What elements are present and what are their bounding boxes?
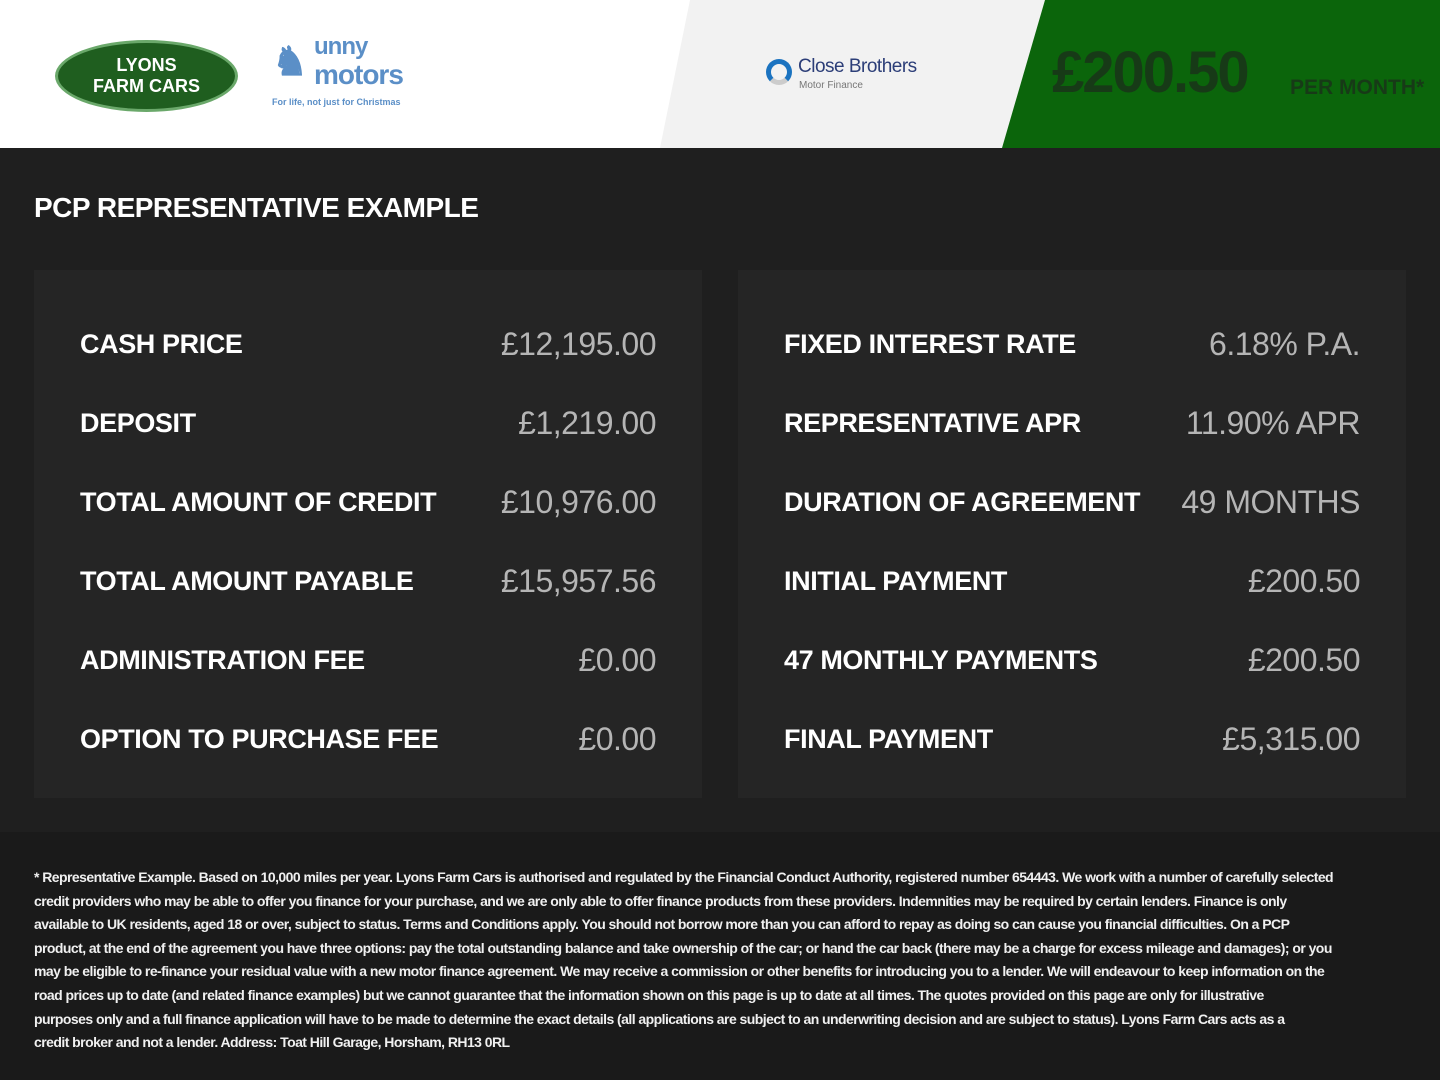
lender-sub: Motor Finance xyxy=(799,80,863,91)
row-value: £15,957.56 xyxy=(500,562,657,599)
row-value: £200.50 xyxy=(1247,562,1361,599)
finance-panel-left: CASH PRICE £12,195.00 DEPOSIT £1,219.00 TOTA… xyxy=(34,270,702,798)
finance-row: DEPOSIT £1,219.00 xyxy=(80,403,656,443)
logo-tagline: For life, not just for Christmas xyxy=(272,97,401,107)
monthly-price: £200.50 xyxy=(1052,40,1250,105)
finance-row: FINAL PAYMENT £5,315.00 xyxy=(784,719,1360,759)
bunny-icon: ♞ xyxy=(272,40,308,84)
row-label: REPRESENTATIVE APR xyxy=(784,407,1081,438)
finance-row: OPTION TO PURCHASE FEE £0.00 xyxy=(80,719,656,759)
row-label: TOTAL AMOUNT OF CREDIT xyxy=(80,486,437,517)
row-label: DEPOSIT xyxy=(80,407,196,438)
row-label: 47 MONTHLY PAYMENTS xyxy=(784,644,1098,675)
row-label: FIXED INTEREST RATE xyxy=(784,328,1076,359)
header-banner: LYONS FARM CARS ♞ unny motors For life, … xyxy=(0,0,1440,148)
finance-row: INITIAL PAYMENT £200.50 xyxy=(784,561,1361,601)
row-value: £10,976.00 xyxy=(500,483,657,520)
row-value: 6.18% P.A. xyxy=(1209,325,1360,362)
finance-row: CASH PRICE £12,195.00 xyxy=(80,324,657,364)
row-label: TOTAL AMOUNT PAYABLE xyxy=(80,565,414,596)
finance-row: FIXED INTEREST RATE 6.18% P.A. xyxy=(784,324,1360,364)
finance-row: REPRESENTATIVE APR 11.90% APR xyxy=(784,403,1361,443)
finance-row: ADMINISTRATION FEE £0.00 xyxy=(80,640,656,680)
disclaimer-line: purposes only and a full finance applica… xyxy=(34,1010,1285,1027)
green-band xyxy=(1002,0,1440,148)
row-label: OPTION TO PURCHASE FEE xyxy=(80,723,439,754)
finance-panel-right: FIXED INTEREST RATE 6.18% P.A. REPRESENTAT… xyxy=(738,270,1406,798)
close-brothers-icon xyxy=(766,59,792,85)
logo-text: FARM CARS xyxy=(93,76,200,96)
row-value: £5,315.00 xyxy=(1222,720,1360,757)
row-value: £1,219.00 xyxy=(518,404,656,441)
logo-text: motors xyxy=(314,59,404,90)
row-label: ADMINISTRATION FEE xyxy=(80,644,365,675)
lender-name: Close Brothers xyxy=(798,56,917,77)
row-label: FINAL PAYMENT xyxy=(784,723,993,754)
finance-row: TOTAL AMOUNT OF CREDIT £10,976.00 xyxy=(80,482,657,522)
disclaimer-line: available to UK residents, aged 18 or ov… xyxy=(34,916,1290,933)
per-month-label: PER MONTH* xyxy=(1290,76,1425,99)
row-value: £12,195.00 xyxy=(500,325,657,362)
row-label: INITIAL PAYMENT xyxy=(784,565,1008,596)
logo-text: unny xyxy=(314,33,368,60)
logo-text: LYONS xyxy=(116,55,177,75)
disclaimer-footer: * Representative Example. Based on 10,00… xyxy=(0,832,1440,1080)
finance-row: 47 MONTHLY PAYMENTS £200.50 xyxy=(784,640,1361,680)
disclaimer-line: * Representative Example. Based on 10,00… xyxy=(34,869,1334,885)
page-title: PCP REPRESENTATIVE EXAMPLE xyxy=(34,192,479,223)
gray-band xyxy=(660,0,1045,148)
row-value: £0.00 xyxy=(578,720,656,757)
row-label: CASH PRICE xyxy=(80,328,243,359)
disclaimer-line: product, at the end of the agreement you… xyxy=(34,939,1332,956)
row-value: £200.50 xyxy=(1247,641,1361,678)
row-label: DURATION OF AGREEMENT xyxy=(784,486,1141,517)
disclaimer-line: credit providers who may be able to offe… xyxy=(34,892,1287,909)
disclaimer-line: road prices up to date (and related fina… xyxy=(34,987,1264,1003)
bunny-motors-logo: ♞ unny motors For life, not just for Chr… xyxy=(272,34,442,118)
lyons-farm-cars-logo: LYONS FARM CARS xyxy=(55,40,238,112)
row-value: 11.90% APR xyxy=(1185,404,1361,441)
finance-row: DURATION OF AGREEMENT 49 MONTHS xyxy=(784,482,1360,522)
row-value: £0.00 xyxy=(578,641,656,678)
disclaimer-line: may be eligible to re-finance your resid… xyxy=(34,963,1325,980)
row-value: 49 MONTHS xyxy=(1181,483,1360,520)
disclaimer-line: credit broker and not a lender. Address:… xyxy=(34,1034,510,1051)
finance-row: TOTAL AMOUNT PAYABLE £15,957.56 xyxy=(80,561,657,601)
